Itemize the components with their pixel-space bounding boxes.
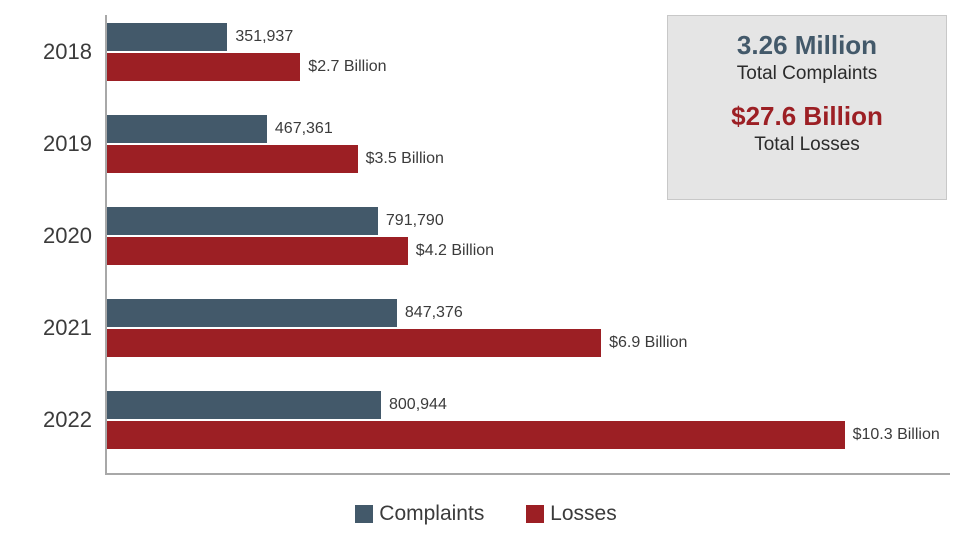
losses-bar: $3.5 Billion (107, 145, 358, 173)
losses-bar: $2.7 Billion (107, 53, 300, 81)
losses-value-label: $2.7 Billion (300, 53, 386, 81)
losses-bar: $4.2 Billion (107, 237, 408, 265)
legend-label: Losses (550, 502, 617, 526)
complaints-value-label: 351,937 (227, 23, 293, 51)
summary-losses-label: Total Losses (668, 134, 946, 156)
complaints-value-label: 467,361 (267, 115, 333, 143)
year-label: 2022 (27, 407, 92, 433)
complaints-value-label: 791,790 (378, 207, 444, 235)
losses-value-label: $10.3 Billion (845, 421, 940, 449)
complaints-bar: 791,790 (107, 207, 378, 235)
year-group: 2020 791,790 $4.2 Billion (107, 207, 950, 265)
losses-bar: $6.9 Billion (107, 329, 601, 357)
complaints-value-label: 800,944 (381, 391, 447, 419)
losses-value-label: $4.2 Billion (408, 237, 494, 265)
legend-item-losses: Losses (526, 502, 617, 526)
losses-bar: $10.3 Billion (107, 421, 845, 449)
complaints-bar: 351,937 (107, 23, 227, 51)
year-label: 2021 (27, 315, 92, 341)
legend-swatch (355, 505, 373, 523)
year-group: 2022 800,944 $10.3 Billion (107, 391, 950, 449)
complaints-value-label: 847,376 (397, 299, 463, 327)
year-label: 2018 (27, 39, 92, 65)
losses-value-label: $6.9 Billion (601, 329, 687, 357)
summary-losses-value: $27.6 Billion (668, 101, 946, 132)
year-label: 2019 (27, 131, 92, 157)
complaints-bar: 800,944 (107, 391, 381, 419)
complaints-bar: 467,361 (107, 115, 267, 143)
summary-box: 3.26 Million Total Complaints $27.6 Bill… (667, 15, 947, 200)
legend-item-complaints: Complaints (355, 502, 484, 526)
legend-swatch (526, 505, 544, 523)
legend-label: Complaints (379, 502, 484, 526)
summary-complaints-label: Total Complaints (668, 63, 946, 85)
summary-complaints-value: 3.26 Million (668, 30, 946, 61)
complaints-bar: 847,376 (107, 299, 397, 327)
year-group: 2021 847,376 $6.9 Billion (107, 299, 950, 357)
losses-value-label: $3.5 Billion (358, 145, 444, 173)
legend: Complaints Losses (0, 502, 972, 529)
year-label: 2020 (27, 223, 92, 249)
